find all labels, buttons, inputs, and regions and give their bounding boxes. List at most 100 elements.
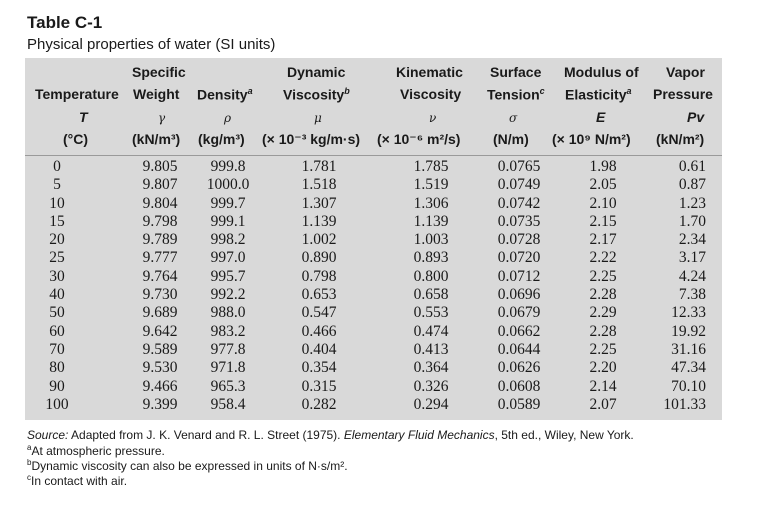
table-cell: 1.781 xyxy=(301,158,337,175)
table-cell: 0.466 xyxy=(301,322,337,340)
table-cell: 9.642 xyxy=(142,322,178,340)
table-cell: 2.29 xyxy=(589,304,617,322)
table-cell: 965.3 xyxy=(210,377,246,395)
table-cell: 5 xyxy=(53,176,61,194)
table-cell: 2.05 xyxy=(589,176,617,194)
header-dynamic-viscosity-unit: (× 10⁻³ kg/m·s) xyxy=(262,131,361,147)
table-cell: 60 xyxy=(49,322,65,340)
table-cell: 20 xyxy=(49,231,65,249)
table-cell: 0.354 xyxy=(301,359,337,377)
table-cell: 2.07 xyxy=(589,395,617,413)
table-cell: 2.28 xyxy=(589,322,617,340)
footnote-c: cIn contact with air. xyxy=(27,473,128,488)
table-cell: 19.92 xyxy=(671,322,706,340)
table-cell: 0.0662 xyxy=(497,322,541,340)
table-cell: 31.16 xyxy=(671,340,706,358)
table-cell: 0.474 xyxy=(413,322,449,340)
table-cell: 12.33 xyxy=(671,304,706,322)
table-cell: 0.800 xyxy=(413,267,449,285)
header-surface-tension-unit: (N/m) xyxy=(493,131,529,147)
header-surface-tension-symbol: σ xyxy=(509,111,518,125)
table-cell: 0.364 xyxy=(413,359,449,377)
table-cell: 9.689 xyxy=(142,304,178,322)
header-kinematic-viscosity-line2: Viscosity xyxy=(400,86,462,102)
table-cell: 100 xyxy=(45,395,69,413)
column-dynamic-viscosity: 1.781 1.518 1.307 1.139 1.002 0.890 0.798 0.653… xyxy=(283,158,355,414)
header-kinematic-viscosity-symbol: ν xyxy=(429,111,437,125)
table-cell: 2.25 xyxy=(589,340,617,358)
table-cell: 2.22 xyxy=(589,249,617,267)
table-cell: 999.7 xyxy=(210,194,246,212)
footnote-b: bDynamic viscosity can also be expressed… xyxy=(27,458,348,473)
table-cell: 9.530 xyxy=(142,359,178,377)
table-cell: 0.653 xyxy=(301,286,337,304)
table-cell: 2.20 xyxy=(589,359,617,377)
header-vapor-pressure-unit: (kN/m²) xyxy=(656,131,705,147)
header-vapor-pressure-line1: Vapor xyxy=(666,64,705,80)
table-cell: 3.17 xyxy=(678,249,706,267)
table-cell: 9.804 xyxy=(142,194,178,212)
table-cell: 1.306 xyxy=(413,194,449,212)
table-cell: 2.28 xyxy=(589,286,617,304)
table-cell: 9.777 xyxy=(142,249,178,267)
header-specific-weight-unit: (kN/m³) xyxy=(132,131,181,147)
table-cell: 0.61 xyxy=(678,158,706,175)
table-cell: 0.658 xyxy=(413,286,449,304)
header-vapor-pressure-line2: Pressure xyxy=(653,86,713,102)
table-cell: 971.8 xyxy=(210,359,246,377)
table-cell: 9.789 xyxy=(142,231,178,249)
table-cell: 998.2 xyxy=(210,231,246,249)
table-cell: 999.1 xyxy=(210,212,246,230)
table-cell: 0.0608 xyxy=(497,377,541,395)
table-cell: 70 xyxy=(49,340,65,358)
table-cell: 0.413 xyxy=(413,340,449,358)
header-modulus-line2: Elasticitya xyxy=(565,86,632,103)
table-cell: 50 xyxy=(49,304,65,322)
table-cell: 2.15 xyxy=(589,212,617,230)
table-cell: 1000.0 xyxy=(206,176,250,194)
table-cell: 995.7 xyxy=(210,267,246,285)
table-cell: 1.002 xyxy=(301,231,337,249)
header-kinematic-viscosity-line1: Kinematic xyxy=(396,64,463,80)
table-cell: 30 xyxy=(49,267,65,285)
table-cell: 0.0712 xyxy=(497,267,541,285)
table-cell: 1.519 xyxy=(413,176,449,194)
table-cell: 15 xyxy=(49,212,65,230)
column-density: 999.8 1000.0 999.7 999.1 998.2 997.0 995.7 992.… xyxy=(197,158,259,414)
table-cell: 9.466 xyxy=(142,377,178,395)
footnote-source: Source: Adapted from J. K. Venard and R.… xyxy=(27,428,634,442)
table-cell: 0.0589 xyxy=(497,395,541,413)
table-cell: 40 xyxy=(49,286,65,304)
column-specific-weight: 9.805 9.807 9.804 9.798 9.789 9.777 9.764 9.730… xyxy=(125,158,195,414)
table-cell: 0.0735 xyxy=(497,212,541,230)
data-table: Specific Dynamic Kinematic Surface Modul… xyxy=(25,58,722,420)
table-cell: 0.87 xyxy=(678,176,706,194)
table-cell: 0.547 xyxy=(301,304,337,322)
header-density-symbol: ρ xyxy=(224,111,232,125)
table-cell: 0.294 xyxy=(413,395,449,413)
table-cell: 1.70 xyxy=(678,212,706,230)
table-cell: 1.518 xyxy=(301,176,337,194)
table-cell: 999.8 xyxy=(210,158,246,175)
table-cell: 7.38 xyxy=(678,286,706,304)
table-cell: 1.785 xyxy=(413,158,449,175)
table-cell: 90 xyxy=(49,377,65,395)
table-cell: 80 xyxy=(49,359,65,377)
table-cell: 997.0 xyxy=(210,249,246,267)
table-cell: 9.807 xyxy=(142,176,178,194)
table-cell: 9.589 xyxy=(142,340,178,358)
table-cell: 47.34 xyxy=(671,359,706,377)
header-dynamic-viscosity-symbol: μ xyxy=(314,111,322,125)
header-modulus-unit: (× 10⁹ N/m²) xyxy=(552,131,631,147)
table-cell: 0.0728 xyxy=(497,231,541,249)
table-cell: 9.730 xyxy=(142,286,178,304)
table-cell: 2.34 xyxy=(678,231,706,249)
header-surface-tension-line2: Tensionc xyxy=(487,86,545,103)
table-cell: 0.0696 xyxy=(497,286,541,304)
table-cell: 0.0720 xyxy=(497,249,541,267)
table-cell: 9.764 xyxy=(142,267,178,285)
header-modulus-line1: Modulus of xyxy=(564,64,639,80)
table-cell: 1.003 xyxy=(413,231,449,249)
header-kinematic-viscosity-unit: (× 10⁻⁶ m²/s) xyxy=(377,131,461,147)
header-temperature-line2: Temperature xyxy=(35,86,119,102)
